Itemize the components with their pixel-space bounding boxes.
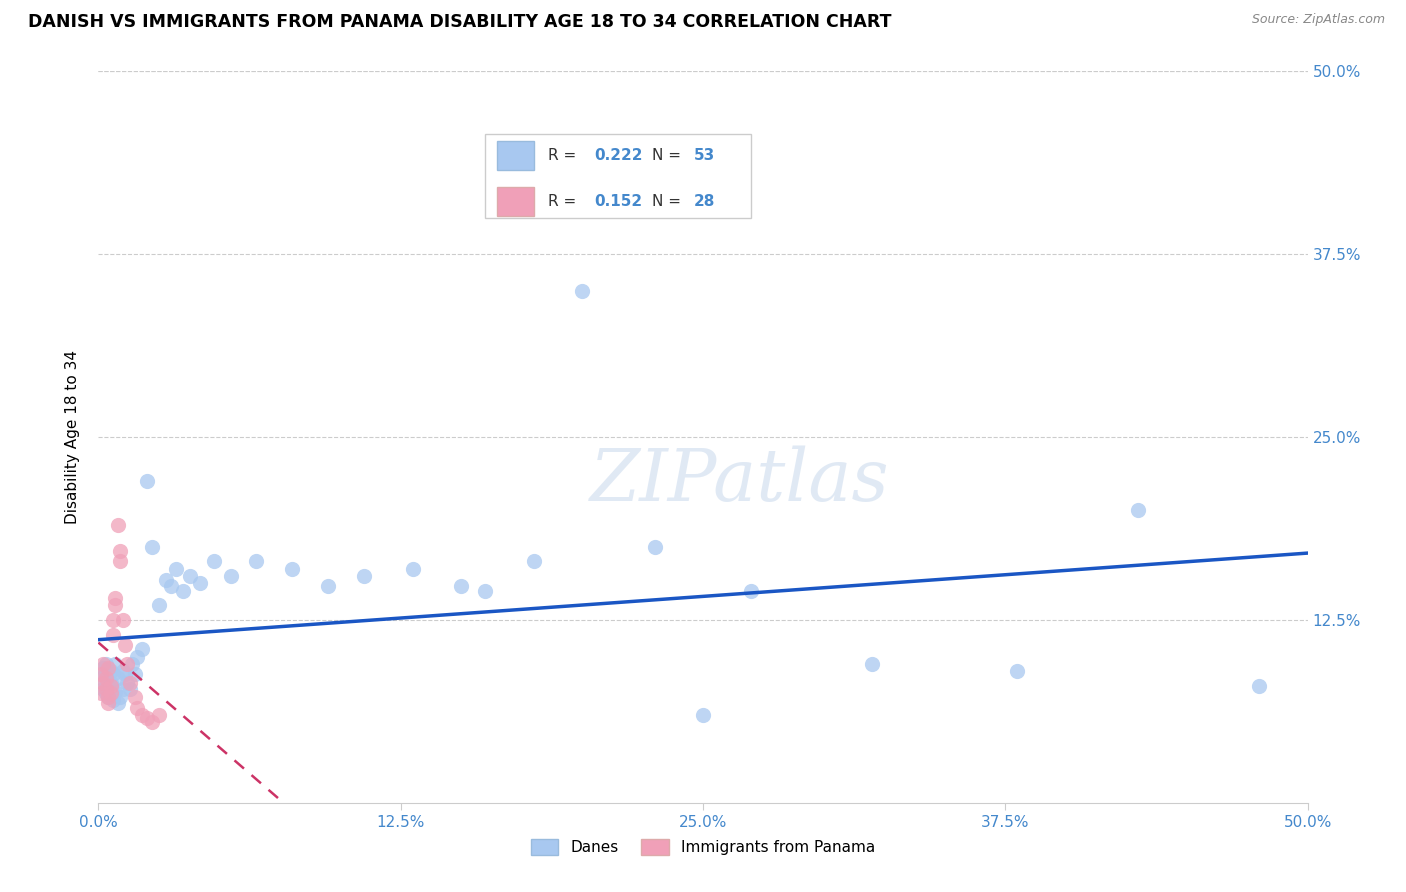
Text: DANISH VS IMMIGRANTS FROM PANAMA DISABILITY AGE 18 TO 34 CORRELATION CHART: DANISH VS IMMIGRANTS FROM PANAMA DISABIL… [28,13,891,31]
Point [160,579,183,593]
Point [165,562,187,576]
Point [104,591,127,605]
Point [111,613,134,627]
Point [100,664,122,678]
Text: 53: 53 [693,148,714,163]
Point [90,667,112,681]
Point [245,554,267,568]
Point [316,579,339,593]
Point [402,562,425,576]
Point [474,583,496,598]
Point [90,672,112,686]
Point [114,667,136,681]
Point [131,642,153,657]
Point [91,681,114,696]
Text: R =: R = [548,194,581,209]
Point [1249,679,1271,693]
Point [94,672,117,686]
Point [94,681,117,696]
Point [221,569,243,583]
Point [94,686,117,700]
Point [108,544,131,558]
Point [204,554,226,568]
Point [100,679,122,693]
Text: ZIPatlas: ZIPatlas [589,446,889,516]
Point [571,284,593,298]
Point [108,554,131,568]
FancyBboxPatch shape [485,134,751,218]
Point [97,690,120,705]
Point [141,540,163,554]
Text: R =: R = [548,148,581,163]
Point [148,708,170,723]
Point [117,657,139,671]
FancyBboxPatch shape [498,187,534,216]
Point [101,667,124,681]
Point [97,690,120,705]
Point [94,657,117,671]
Point [111,681,134,696]
Point [118,681,141,696]
Point [118,676,141,690]
Point [124,667,146,681]
Point [104,684,127,698]
Point [104,657,127,671]
Point [101,613,124,627]
Point [91,657,114,671]
Point [450,579,472,593]
Point [97,679,120,693]
Point [148,599,170,613]
Point [90,686,112,700]
Point [353,569,375,583]
Point [172,583,194,598]
Text: Source: ZipAtlas.com: Source: ZipAtlas.com [1251,13,1385,27]
Point [860,657,883,671]
Point [1007,664,1029,678]
Point [107,672,129,686]
Point [104,599,127,613]
Point [100,686,122,700]
Point [124,690,146,705]
Point [127,700,149,714]
Point [127,649,149,664]
Point [97,661,120,675]
Text: 0.222: 0.222 [595,148,643,163]
FancyBboxPatch shape [498,141,534,170]
Y-axis label: Disability Age 18 to 34: Disability Age 18 to 34 [65,350,80,524]
Point [155,574,177,588]
Point [108,690,131,705]
Point [107,517,129,532]
Point [107,696,129,710]
Text: N =: N = [652,148,686,163]
Point [101,693,124,707]
Text: 28: 28 [693,194,714,209]
Point [644,540,666,554]
Point [117,676,139,690]
Point [91,676,114,690]
Point [188,576,211,591]
Text: 0.152: 0.152 [595,194,643,209]
Point [1128,503,1150,517]
Text: N =: N = [652,194,686,209]
Point [135,711,157,725]
Point [91,661,114,675]
Point [94,667,117,681]
Point [111,664,134,678]
Point [131,708,153,723]
Point [692,708,714,723]
Point [97,696,120,710]
Legend: Danes, Immigrants from Panama: Danes, Immigrants from Panama [524,833,882,861]
Point [523,554,546,568]
Point [135,474,157,488]
Point [281,562,304,576]
Point [114,638,136,652]
Point [100,676,122,690]
Point [121,657,143,671]
Point [740,583,762,598]
Point [179,569,201,583]
Point [101,627,124,641]
Point [141,715,163,730]
